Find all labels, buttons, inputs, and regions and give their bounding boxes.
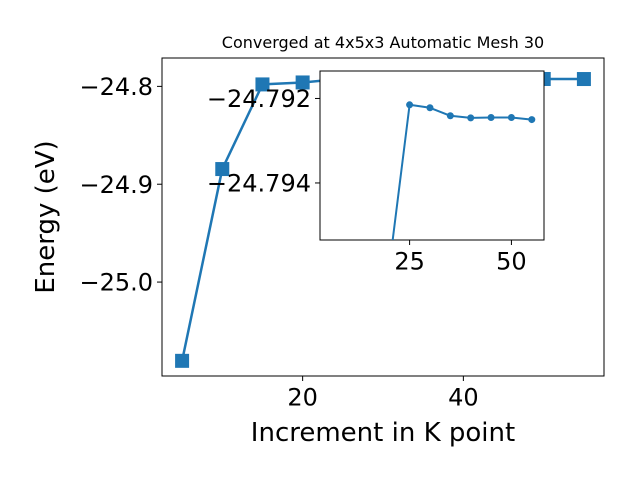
main-axis-ticks: 20 40 −25.0 −24.9 −24.8: [79, 73, 478, 412]
inset-series: [391, 101, 536, 240]
main-y-tick-label: −24.8: [79, 73, 153, 101]
x-axis-label: Increment in K point: [251, 418, 515, 448]
main-y-tick-label: −24.9: [79, 171, 153, 199]
inset-x-tick-label: 25: [394, 248, 425, 276]
inset-y-tick-label: −24.794: [207, 170, 311, 198]
inset-data-point: [446, 112, 454, 120]
inset-data-point: [528, 116, 536, 124]
main-data-point: [175, 353, 190, 368]
inset-axis-ticks: 25 50 −24.794 −24.792: [207, 85, 527, 275]
inset-data-point: [467, 114, 475, 122]
inset-plot-area: [319, 70, 545, 241]
inset-data-point: [426, 104, 434, 112]
main-data-point: [576, 72, 591, 87]
inset-x-tick-label: 50: [496, 248, 527, 276]
inset-y-tick-label: −24.792: [207, 85, 311, 113]
main-x-tick-label: 20: [287, 384, 318, 412]
y-axis-label: Energy (eV): [31, 140, 61, 293]
main-data-point: [215, 162, 230, 177]
inset-data-point: [406, 101, 414, 109]
main-y-tick-label: −25.0: [79, 269, 153, 297]
main-x-tick-label: 40: [448, 384, 479, 412]
inset-data-point: [487, 113, 495, 121]
chart-title: Converged at 4x5x3 Automatic Mesh 30: [222, 33, 544, 52]
main-data-point: [295, 75, 310, 90]
inset-data-point: [507, 113, 515, 121]
main-data-point: [255, 77, 270, 92]
